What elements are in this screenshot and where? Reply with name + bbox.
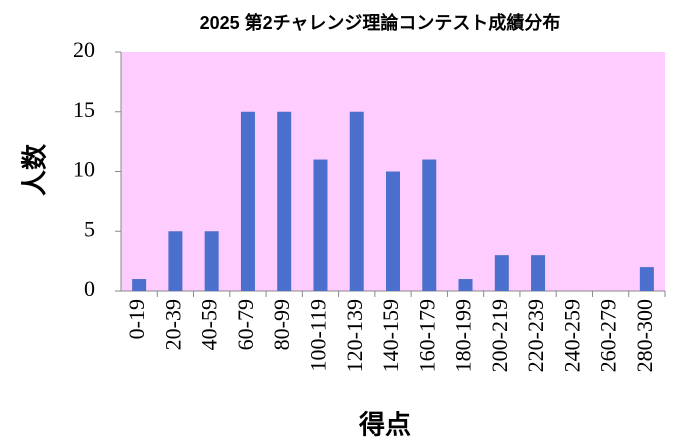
bar [132, 279, 147, 291]
x-tick-label: 280-300 [632, 299, 657, 372]
y-axis-title: 人数 [21, 143, 51, 196]
bar [531, 255, 546, 291]
bar [204, 231, 219, 291]
x-tick-label: 140-159 [378, 299, 403, 372]
x-tick-label: 0-19 [124, 299, 149, 339]
y-tick-label: 15 [73, 97, 95, 122]
y-tick-label: 10 [73, 157, 95, 182]
y-tick-label: 20 [73, 37, 95, 62]
x-tick-label: 260-279 [596, 299, 621, 372]
bar [494, 255, 509, 291]
bar [313, 159, 328, 291]
bar [349, 111, 364, 291]
x-tick-label: 240-259 [559, 299, 584, 372]
bar [240, 111, 255, 291]
x-tick-label: 220-239 [523, 299, 548, 372]
x-tick-label: 160-179 [414, 299, 439, 372]
x-tick-label: 120-139 [342, 299, 367, 372]
bar [458, 279, 473, 291]
x-tick-label: 180-199 [451, 299, 476, 372]
x-tick-label: 200-219 [487, 299, 512, 372]
x-tick-label: 80-99 [269, 299, 294, 350]
y-tick-label: 0 [84, 276, 95, 301]
x-axis-title: 得点 [358, 410, 411, 441]
y-tick-label: 5 [84, 216, 95, 241]
bar [168, 231, 183, 291]
x-tick-label: 60-79 [233, 299, 258, 350]
bar [639, 267, 654, 291]
x-tick-label: 40-59 [197, 299, 222, 350]
chart-title: 2025 第2チャレンジ理論コンテスト成績分布 [200, 12, 561, 33]
bar [386, 171, 400, 291]
bar [422, 159, 437, 291]
x-tick-label: 20-39 [160, 299, 185, 350]
x-tick-label: 100-119 [306, 299, 331, 372]
bar [277, 111, 292, 291]
